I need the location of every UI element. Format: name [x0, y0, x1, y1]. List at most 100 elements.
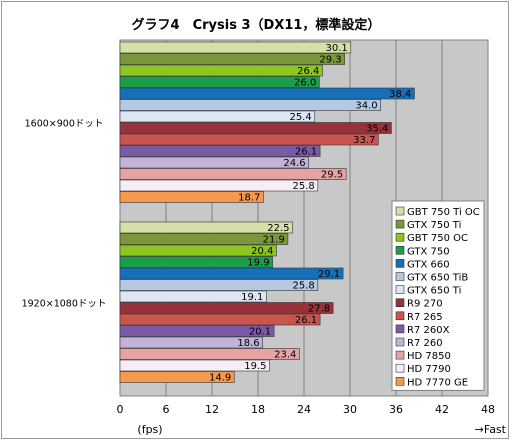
x-axis-label: (fps) — [137, 423, 162, 436]
bar-0-4 — [119, 87, 415, 100]
value-label-1-0: 22.5 — [267, 223, 289, 234]
value-label-0-1: 29.3 — [319, 55, 341, 66]
value-label-0-11: 29.5 — [321, 170, 343, 181]
legend-swatch-12 — [395, 363, 405, 373]
value-label-1-3: 19.9 — [247, 258, 269, 269]
legend-entry-2: GBT 750 OC — [407, 233, 468, 244]
bar-0-5 — [119, 99, 381, 111]
bar-0-12 — [119, 179, 319, 192]
value-label-1-9: 20.1 — [249, 327, 271, 338]
value-label-1-8: 26.1 — [295, 315, 317, 326]
value-label-1-7: 27.8 — [308, 304, 330, 315]
legend-swatch-13 — [395, 376, 405, 386]
value-label-1-2: 20.4 — [251, 246, 273, 257]
x-tick-24: 24 — [297, 403, 311, 416]
bar-0-8 — [119, 133, 379, 146]
x-tick-12: 12 — [205, 403, 219, 416]
bar-0-0 — [119, 41, 352, 54]
value-label-0-0: 30.1 — [326, 43, 348, 54]
legend-swatch-11 — [395, 350, 405, 360]
bar-1-8 — [119, 313, 321, 326]
bar-0-9 — [119, 145, 321, 157]
bar-1-7 — [119, 302, 334, 314]
value-label-1-5: 25.8 — [293, 281, 315, 292]
x-tick-42: 42 — [435, 403, 449, 416]
bar-1-9 — [119, 325, 275, 337]
legend-entry-13: HD 7770 GE — [407, 377, 468, 388]
legend-entry-8: R7 265 — [407, 312, 443, 323]
legend: GBT 750 Ti OC GTX 750 Ti GBT 750 OC GTX 750… — [391, 200, 485, 391]
x-tick-18: 18 — [251, 403, 265, 416]
bar-1-3 — [119, 256, 273, 268]
legend-swatch-5 — [395, 272, 405, 281]
value-label-0-10: 24.6 — [283, 158, 305, 169]
group-label-0: 1600×900ドット — [25, 119, 104, 130]
value-label-0-4: 38.4 — [389, 89, 411, 100]
bar-1-1 — [119, 233, 289, 245]
legend-entry-9: R7 260X — [407, 325, 450, 336]
legend-entry-5: GTX 650 TiB — [407, 273, 468, 284]
legend-entry-4: GTX 660 — [407, 259, 450, 270]
bar-1-11 — [119, 348, 300, 360]
value-label-0-13: 18.7 — [238, 193, 260, 204]
legend-box — [391, 200, 485, 391]
legend-swatch-1 — [395, 219, 405, 229]
legend-swatch-6 — [395, 285, 405, 294]
x-tick-36: 36 — [389, 403, 403, 416]
x-tick-6: 6 — [163, 403, 170, 416]
group-label-1: 1920×1080ドット — [22, 299, 107, 310]
legend-swatch-2 — [395, 232, 405, 242]
value-label-1-11: 23.4 — [274, 350, 296, 361]
value-label-1-10: 18.6 — [237, 338, 259, 349]
x-direction-label: →Fast — [475, 423, 507, 436]
value-label-0-3: 26.0 — [294, 78, 316, 89]
bar-0-11 — [119, 168, 347, 180]
bar-1-2 — [119, 244, 277, 257]
legend-entry-12: HD 7790 — [407, 364, 451, 375]
x-tick-labels: 0 6 12 18 24 30 36 42 48 — [117, 403, 496, 416]
value-label-0-9: 26.1 — [295, 147, 317, 158]
value-label-0-7: 35.4 — [366, 124, 388, 135]
bar-0-6 — [119, 110, 316, 123]
bar-0-10 — [119, 156, 309, 169]
legend-entry-11: HD 7850 — [407, 351, 451, 362]
legend-entry-7: R9 270 — [407, 299, 443, 310]
bar-1-6 — [119, 290, 267, 303]
bar-0-7 — [119, 122, 392, 134]
value-label-1-1: 21.9 — [263, 235, 285, 246]
value-label-0-2: 26.4 — [297, 66, 319, 77]
group-labels: 1600×900ドット 1920×1080ドット — [22, 119, 107, 310]
x-tick-30: 30 — [343, 403, 357, 416]
legend-entry-6: GTX 650 Ti — [407, 286, 461, 297]
legend-swatch-3 — [395, 246, 405, 255]
value-label-1-12: 19.5 — [244, 361, 266, 372]
legend-swatch-8 — [395, 311, 405, 321]
chart-title: グラフ4 Crysis 3（DX11，標準設定） — [132, 17, 381, 33]
legend-entry-10: R7 260 — [407, 338, 443, 349]
bar-1-4 — [119, 267, 344, 280]
bar-1-5 — [119, 279, 319, 291]
legend-entry-3: GTX 750 — [407, 246, 450, 257]
value-label-1-6: 19.1 — [241, 292, 263, 303]
legend-swatch-10 — [395, 337, 405, 347]
bar-1-13 — [119, 371, 235, 383]
legend-entry-0: GBT 750 Ti OC — [407, 207, 480, 218]
value-label-0-6: 25.4 — [289, 112, 311, 123]
value-label-1-13: 14.9 — [209, 373, 231, 384]
bar-0-13 — [119, 191, 264, 203]
legend-swatch-9 — [395, 324, 405, 334]
bar-0-2 — [119, 64, 323, 77]
bars — [119, 41, 415, 383]
bar-1-10 — [119, 336, 263, 349]
value-labels: 30.129.326.426.0 38.4 34.0 25.4 35.433.7 26.1… — [209, 43, 411, 384]
x-tick-48: 48 — [481, 403, 495, 416]
legend-swatch-0 — [395, 206, 405, 216]
value-label-0-12: 25.8 — [293, 181, 315, 192]
bar-0-1 — [119, 53, 345, 65]
legend-entry-1: GTX 750 Ti — [407, 220, 461, 231]
value-label-0-5: 34.0 — [355, 101, 377, 112]
value-label-1-4: 29.1 — [318, 269, 340, 280]
legend-swatch-4 — [395, 259, 405, 268]
